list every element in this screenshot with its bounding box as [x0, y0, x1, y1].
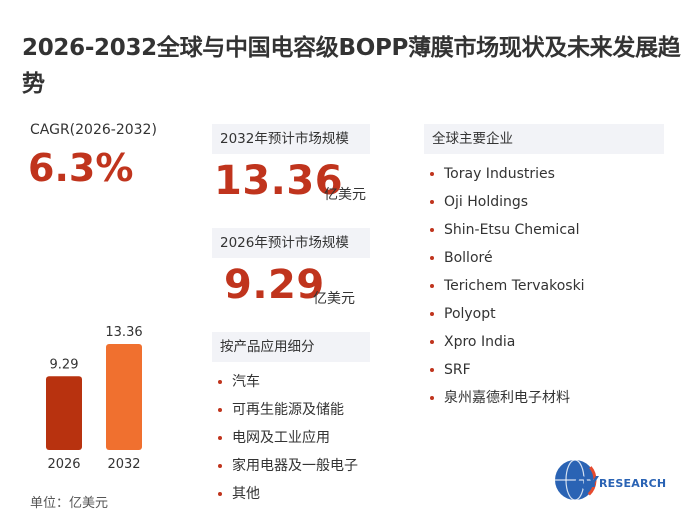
cagr-label: CAGR(2026-2032) — [30, 122, 157, 138]
application-item-label: 电网及工业应用 — [232, 430, 330, 446]
market-size-bar-chart: 9.29 2026 13.36 2032 — [46, 325, 143, 472]
application-item: 电网及工业应用 — [218, 424, 358, 452]
market-2026-value: 9.29 — [224, 262, 325, 308]
company-item: Oji Holdings — [430, 188, 585, 216]
application-item-label: 汽车 — [232, 374, 260, 390]
bullet-dot-icon — [218, 492, 222, 496]
bullet-dot-icon — [430, 228, 434, 232]
applications-list: 汽车 可再生能源及储能 电网及工业应用 家用电器及一般电子 其他 — [218, 368, 358, 508]
application-item: 可再生能源及储能 — [218, 396, 358, 424]
cagr-value: 6.3% — [28, 146, 134, 190]
application-item-label: 其他 — [232, 486, 260, 502]
bullet-dot-icon — [218, 380, 222, 384]
bullet-dot-icon — [218, 436, 222, 440]
application-item: 家用电器及一般电子 — [218, 452, 358, 480]
bullet-dot-icon — [430, 368, 434, 372]
application-item: 其他 — [218, 480, 358, 508]
company-name: SRF — [444, 362, 471, 378]
companies-list: Toray Industries Oji Holdings Shin-Etsu … — [430, 160, 585, 412]
page-title: 2026-2032全球与中国电容级BOPP薄膜市场现状及未来发展趋势 — [22, 35, 681, 97]
company-name: Bolloré — [444, 250, 493, 266]
market-2032-value: 13.36 — [214, 158, 344, 204]
logo-text-main: QY — [575, 473, 600, 491]
company-item: Bolloré — [430, 244, 585, 272]
bullet-dot-icon — [430, 200, 434, 204]
company-name: Toray Industries — [444, 166, 555, 182]
market-2032-label: 2032年预计市场规模 — [212, 124, 370, 154]
bar-value-label: 9.29 — [50, 357, 79, 372]
company-name: Polyopt — [444, 306, 496, 322]
company-item: SRF — [430, 356, 585, 384]
bullet-dot-icon — [430, 284, 434, 288]
company-name: Oji Holdings — [444, 194, 529, 210]
companies-header: 全球主要企业 — [424, 124, 664, 154]
bullet-dot-icon — [218, 408, 222, 412]
application-item-label: 可再生能源及储能 — [232, 402, 344, 418]
company-item: Shin-Etsu Chemical — [430, 216, 585, 244]
bullet-dot-icon — [430, 256, 434, 260]
bullet-dot-icon — [430, 172, 434, 176]
company-item: Terichem Tervakoski — [430, 272, 585, 300]
bullet-dot-icon — [218, 464, 222, 468]
unit-note: 单位：亿美元 — [30, 496, 109, 511]
market-2026-label: 2026年预计市场规模 — [212, 228, 370, 258]
qyresearch-logo-icon — [553, 458, 597, 502]
logo-text: QYRESEARCH — [575, 473, 666, 491]
market-2032-unit: 亿美元 — [324, 187, 366, 203]
bullet-dot-icon — [430, 340, 434, 344]
bar-2032 — [106, 344, 142, 450]
bullet-dot-icon — [430, 396, 434, 400]
company-name: 泉州嘉德利电子材料 — [444, 390, 570, 406]
application-item: 汽车 — [218, 368, 358, 396]
applications-header: 按产品应用细分 — [212, 332, 370, 362]
company-item: Toray Industries — [430, 160, 585, 188]
company-name: Shin-Etsu Chemical — [444, 222, 580, 238]
company-item: 泉州嘉德利电子材料 — [430, 384, 585, 412]
logo-text-sub: RESEARCH — [599, 477, 667, 490]
company-item: Xpro India — [430, 328, 585, 356]
bar-2026 — [46, 376, 82, 450]
bullet-dot-icon — [430, 312, 434, 316]
company-item: Polyopt — [430, 300, 585, 328]
bar-value-label: 13.36 — [105, 325, 142, 340]
bar-category-label: 2026 — [47, 457, 80, 472]
bar-category-label: 2032 — [107, 457, 140, 472]
market-2026-unit: 亿美元 — [313, 291, 355, 307]
chart-bars: 9.29 2026 13.36 2032 — [46, 325, 143, 472]
company-name: Xpro India — [444, 334, 516, 350]
company-name: Terichem Tervakoski — [444, 278, 585, 294]
application-item-label: 家用电器及一般电子 — [232, 458, 358, 474]
